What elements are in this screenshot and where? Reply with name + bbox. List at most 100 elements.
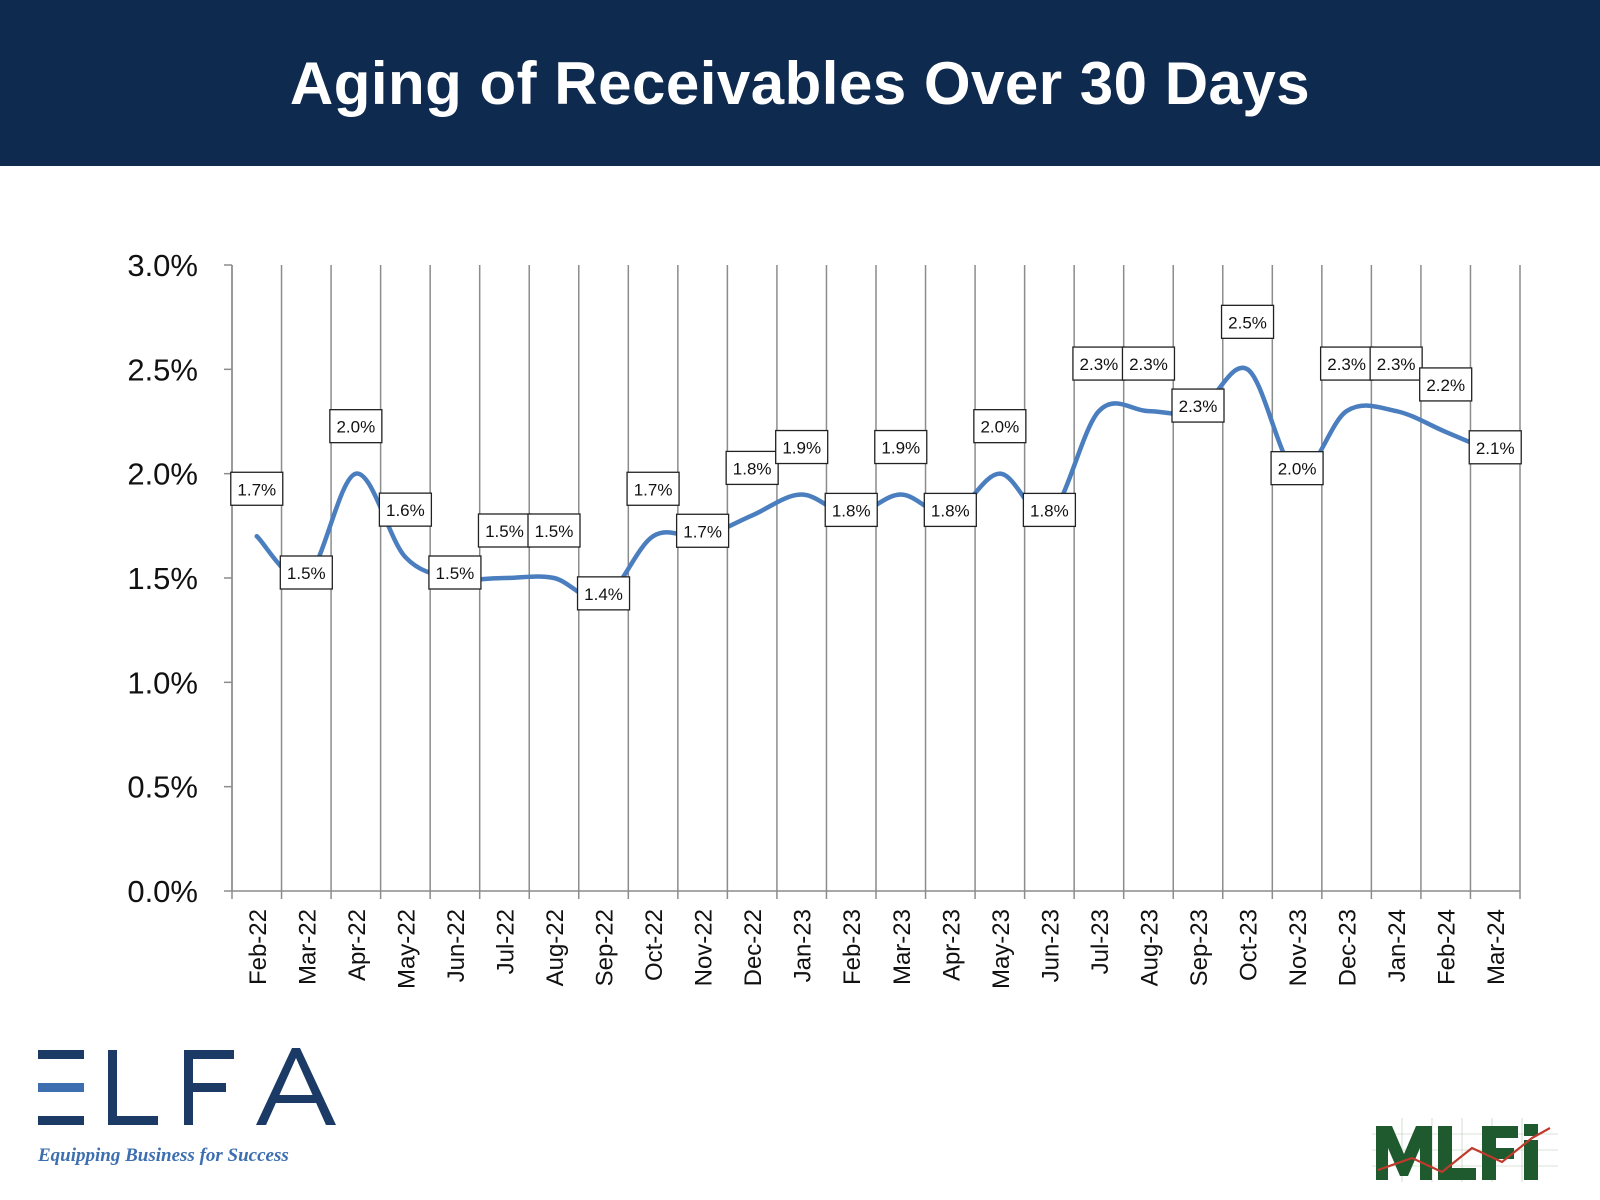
- data-label: 2.0%: [1270, 451, 1324, 486]
- page-title: Aging of Receivables Over 30 Days: [289, 49, 1311, 117]
- data-label-box: [1270, 451, 1324, 486]
- data-label: 1.5%: [428, 555, 482, 590]
- data-label: 2.3%: [1369, 346, 1423, 381]
- data-label-box: [725, 450, 779, 486]
- x-tick-label: Aug-23: [1136, 909, 1163, 986]
- data-label-text: 2.3%: [1327, 355, 1366, 374]
- data-point: [1096, 409, 1101, 414]
- data-point: [1245, 367, 1250, 372]
- data-label-box: [378, 492, 433, 527]
- data-label-text: 2.3%: [1129, 355, 1168, 374]
- data-label: 1.7%: [675, 513, 730, 548]
- data-label: 2.3%: [1121, 346, 1176, 381]
- data-label: 1.5%: [527, 513, 581, 548]
- x-tick-label: Jan-23: [790, 909, 817, 982]
- x-tick-label: Nov-23: [1285, 909, 1312, 986]
- data-label: 1.4%: [576, 576, 631, 611]
- data-label-text: 2.0%: [336, 418, 375, 437]
- data-point: [1146, 409, 1151, 414]
- data-label: 2.2%: [1419, 367, 1473, 402]
- x-tick-label: Jul-22: [492, 909, 519, 974]
- y-tick-label: 0.5%: [127, 770, 198, 805]
- data-label-box: [230, 471, 284, 506]
- x-tick-label: Oct-23: [1236, 909, 1263, 981]
- data-label-text: 1.4%: [584, 585, 623, 604]
- data-point: [799, 492, 804, 497]
- data-label-box: [1468, 430, 1522, 465]
- y-tick-label: 3.0%: [127, 248, 198, 283]
- data-label: 1.7%: [626, 471, 680, 506]
- data-label-text: 1.8%: [931, 501, 970, 520]
- data-label-text: 1.8%: [1030, 501, 1069, 520]
- elfa-tagline: Equipping Business for Success: [38, 1145, 289, 1166]
- x-tick-label: Feb-22: [245, 909, 272, 985]
- x-tick-label: Sep-22: [592, 909, 619, 986]
- data-label-text: 1.5%: [535, 522, 574, 541]
- x-tick-label: Dec-22: [740, 909, 767, 986]
- data-point: [651, 534, 656, 539]
- x-tick-label: Jun-23: [1037, 909, 1064, 982]
- x-tick-label: Dec-23: [1335, 909, 1362, 986]
- data-label: 2.0%: [329, 409, 383, 444]
- data-label: 1.8%: [725, 450, 779, 486]
- x-tick-label: Feb-23: [839, 909, 866, 985]
- data-label-box: [973, 409, 1027, 444]
- y-tick-label: 0.0%: [127, 874, 198, 909]
- data-point: [552, 576, 556, 580]
- data-label-box: [1072, 346, 1126, 381]
- data-label-text: 1.8%: [832, 501, 871, 520]
- data-label-text: 1.6%: [386, 501, 425, 520]
- data-label-box: [923, 492, 977, 528]
- data-label-text: 1.9%: [782, 439, 821, 458]
- x-tick-label: Mar-24: [1483, 909, 1510, 985]
- data-label: 2.5%: [1220, 304, 1275, 339]
- data-label-box: [576, 576, 631, 611]
- data-point: [403, 555, 408, 560]
- data-label-text: 2.3%: [1377, 355, 1416, 374]
- data-point: [898, 492, 903, 497]
- x-tick-label: Jul-23: [1087, 909, 1114, 974]
- y-tick-label: 2.5%: [127, 352, 198, 387]
- data-label-text: 1.5%: [436, 564, 475, 583]
- data-label: 1.5%: [279, 555, 333, 590]
- x-tick-label: Apr-22: [344, 909, 371, 981]
- data-label-box: [1220, 304, 1275, 339]
- data-point: [1344, 409, 1349, 414]
- data-point: [1394, 409, 1399, 414]
- x-tick-label: Jan-24: [1384, 909, 1411, 982]
- data-label-text: 2.0%: [980, 418, 1019, 437]
- x-tick-label: Apr-23: [938, 909, 965, 981]
- data-label: 1.7%: [230, 471, 284, 506]
- x-tick-label: May-22: [393, 909, 420, 989]
- data-label-box: [824, 492, 878, 528]
- y-tick-label: 1.0%: [127, 665, 198, 700]
- data-label-text: 2.2%: [1426, 376, 1465, 395]
- x-tick-label: Mar-23: [889, 909, 916, 985]
- data-label-text: 1.9%: [881, 439, 920, 458]
- x-tick-label: Nov-22: [691, 909, 718, 986]
- data-label-text: 1.5%: [287, 564, 326, 583]
- data-label-text: 2.3%: [1179, 397, 1218, 416]
- x-tick-label: May-23: [988, 909, 1015, 989]
- data-label: 2.3%: [1319, 346, 1374, 381]
- data-label: 1.9%: [874, 429, 928, 465]
- data-label-box: [428, 555, 482, 590]
- elfa-logo: Equipping Business for Success: [36, 1040, 356, 1180]
- data-label: 1.6%: [378, 492, 433, 527]
- y-tick-label: 1.5%: [127, 561, 198, 596]
- data-point: [1443, 429, 1448, 434]
- data-point: [502, 576, 507, 580]
- data-label-box: [1022, 492, 1077, 528]
- elfa-logo-mark: [38, 1048, 336, 1125]
- data-label-text: 1.5%: [485, 522, 524, 541]
- data-point: [254, 534, 259, 539]
- data-label-box: [1369, 346, 1423, 381]
- data-label-box: [1121, 346, 1176, 381]
- data-label: 2.3%: [1072, 346, 1126, 381]
- data-label-box: [874, 429, 928, 465]
- data-label-box: [329, 409, 383, 444]
- x-tick-label: Oct-22: [641, 909, 668, 981]
- data-label-text: 2.5%: [1228, 313, 1267, 332]
- data-label-box: [775, 429, 829, 465]
- data-point: [997, 471, 1002, 476]
